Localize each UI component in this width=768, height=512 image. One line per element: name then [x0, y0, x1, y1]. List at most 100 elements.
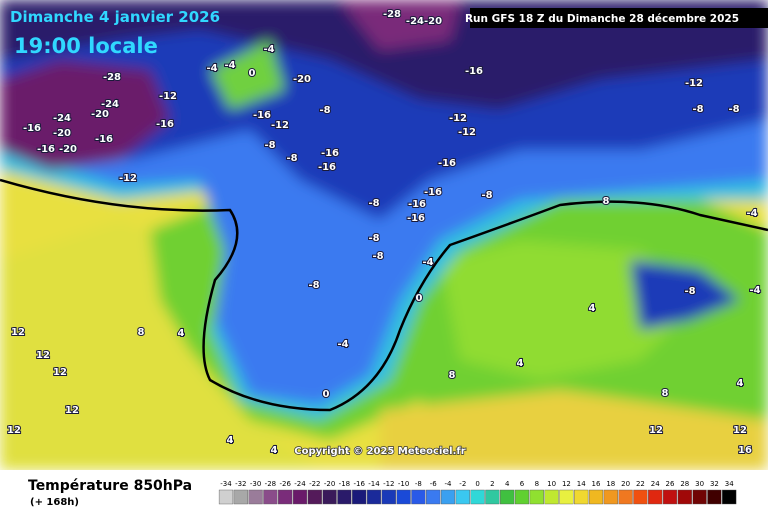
- legend-swatch: [707, 489, 722, 505]
- legend-swatch: [337, 489, 352, 505]
- temp-label: -20: [59, 144, 77, 155]
- temp-label: 8: [662, 388, 669, 399]
- legend-swatch: [529, 489, 544, 505]
- temp-label: 12: [649, 425, 663, 436]
- legend-tick-label: 8: [535, 480, 539, 488]
- legend-swatch: [603, 489, 618, 505]
- temp-label: -4: [224, 60, 235, 71]
- temp-label: 12: [53, 367, 67, 378]
- temp-label: -24: [53, 113, 71, 124]
- color-legend: -34 -32 -30 -28 -26 -24 -22 -20 -18 -16 -14 -12 -10-…: [218, 480, 737, 505]
- legend-tick-label: 10: [547, 480, 556, 488]
- temp-label: 16: [738, 445, 752, 456]
- temp-label: -8: [372, 251, 383, 262]
- legend-swatch: [588, 489, 604, 505]
- legend-swatch: [263, 489, 278, 505]
- legend-swatch: [648, 489, 663, 505]
- temp-label: -28: [103, 72, 121, 83]
- temp-label: 12: [65, 405, 79, 416]
- legend-tick-label: 28: [680, 480, 689, 488]
- footer-lead: (+ 168h): [30, 497, 79, 508]
- temp-label: -20: [293, 74, 311, 85]
- temp-label: -28: [383, 9, 401, 20]
- temp-label: 4: [178, 328, 185, 339]
- temp-label: -12: [159, 91, 177, 102]
- temp-label: -16: [465, 66, 483, 77]
- temp-label: -16: [438, 158, 456, 169]
- temp-label: -24-20: [406, 16, 442, 27]
- legend-tick-label: 18: [606, 480, 615, 488]
- legend-tick-label: -24: [294, 480, 306, 488]
- temp-label: 0: [416, 293, 423, 304]
- legend-tick-label: -32: [235, 480, 246, 488]
- legend-tick-label: 32: [710, 480, 719, 488]
- legend-tick-label: 12: [562, 480, 571, 488]
- legend-tick-label: -34: [220, 480, 232, 488]
- legend-swatch: [470, 489, 485, 505]
- temp-label: -16: [407, 213, 425, 224]
- temp-label: -12: [119, 173, 137, 184]
- legend-swatch: [322, 489, 337, 505]
- temp-label: 4: [227, 435, 234, 446]
- temp-label: 0: [249, 68, 256, 79]
- legend-swatch: [485, 489, 500, 505]
- legend-swatch: [426, 489, 441, 505]
- legend-swatch: [722, 489, 737, 505]
- legend-tick-label: -18: [339, 480, 350, 488]
- temp-label: -4: [337, 339, 348, 350]
- legend-tick-label: -6: [430, 480, 438, 488]
- legend-tick-label: 24: [651, 480, 660, 488]
- temp-label: -12: [458, 127, 476, 138]
- temp-label: -16: [424, 187, 442, 198]
- legend-swatch: [307, 489, 322, 505]
- legend-swatch: [396, 489, 411, 505]
- legend-swatch: [618, 489, 633, 505]
- temp-label: 12: [733, 425, 747, 436]
- temp-label: -8: [264, 140, 275, 151]
- temp-label: -16: [23, 123, 41, 134]
- legend-swatch: [248, 489, 263, 505]
- map-labels: -28 -24-20 -24 -16 -20 -16 -20 -16 -12 -12 -16 -4 -4…: [6, 8, 762, 457]
- temp-label: -20: [53, 128, 71, 139]
- run-info: Run GFS 18 Z du Dimanche 28 décembre 202…: [465, 13, 739, 25]
- legend-swatch: [559, 489, 574, 505]
- legend-swatch: [677, 489, 692, 505]
- legend-tick-label: -14: [368, 480, 380, 488]
- temp-label: 8: [603, 196, 610, 207]
- legend-tick-label: -22: [309, 480, 320, 488]
- date: Dimanche 4 janvier 2026: [10, 8, 220, 26]
- temperature-field: [0, 0, 768, 470]
- temp-label: 4: [589, 303, 596, 314]
- legend-swatch: [233, 489, 248, 505]
- zero-isotherm: [0, 178, 768, 412]
- legend-swatch: [440, 489, 456, 505]
- legend-tick-label: 0: [475, 480, 479, 488]
- temp-label: -8: [692, 104, 703, 115]
- legend-tick-label: -30: [250, 480, 261, 488]
- time: 19:00 locale: [14, 34, 158, 58]
- temp-label: -8: [684, 286, 695, 297]
- temp-label: -8: [728, 104, 739, 115]
- temp-label: 8: [449, 370, 456, 381]
- temp-label: -8: [319, 105, 330, 116]
- legend-swatch: [574, 489, 589, 505]
- temp-label: -16: [408, 199, 426, 210]
- legend-swatch: [411, 489, 426, 505]
- legend-swatch: [455, 489, 470, 505]
- temp-label: -8: [308, 280, 319, 291]
- temp-label: 0: [323, 389, 330, 400]
- temp-label: -16: [318, 162, 336, 173]
- run-box: [470, 8, 768, 28]
- temp-label: 12: [11, 327, 25, 338]
- temp-label: 4: [517, 358, 524, 369]
- legend-tick-label: -26: [279, 480, 291, 488]
- temp-label: -12: [271, 120, 289, 131]
- legend-swatch: [514, 489, 530, 505]
- legend-tick-label: -20: [324, 480, 335, 488]
- legend-swatch: [366, 489, 382, 505]
- temp-label: -8: [481, 190, 492, 201]
- legend-tick-label: 2: [490, 480, 494, 488]
- legend-tick-label: -10: [398, 480, 409, 488]
- legend-swatch: [500, 489, 515, 505]
